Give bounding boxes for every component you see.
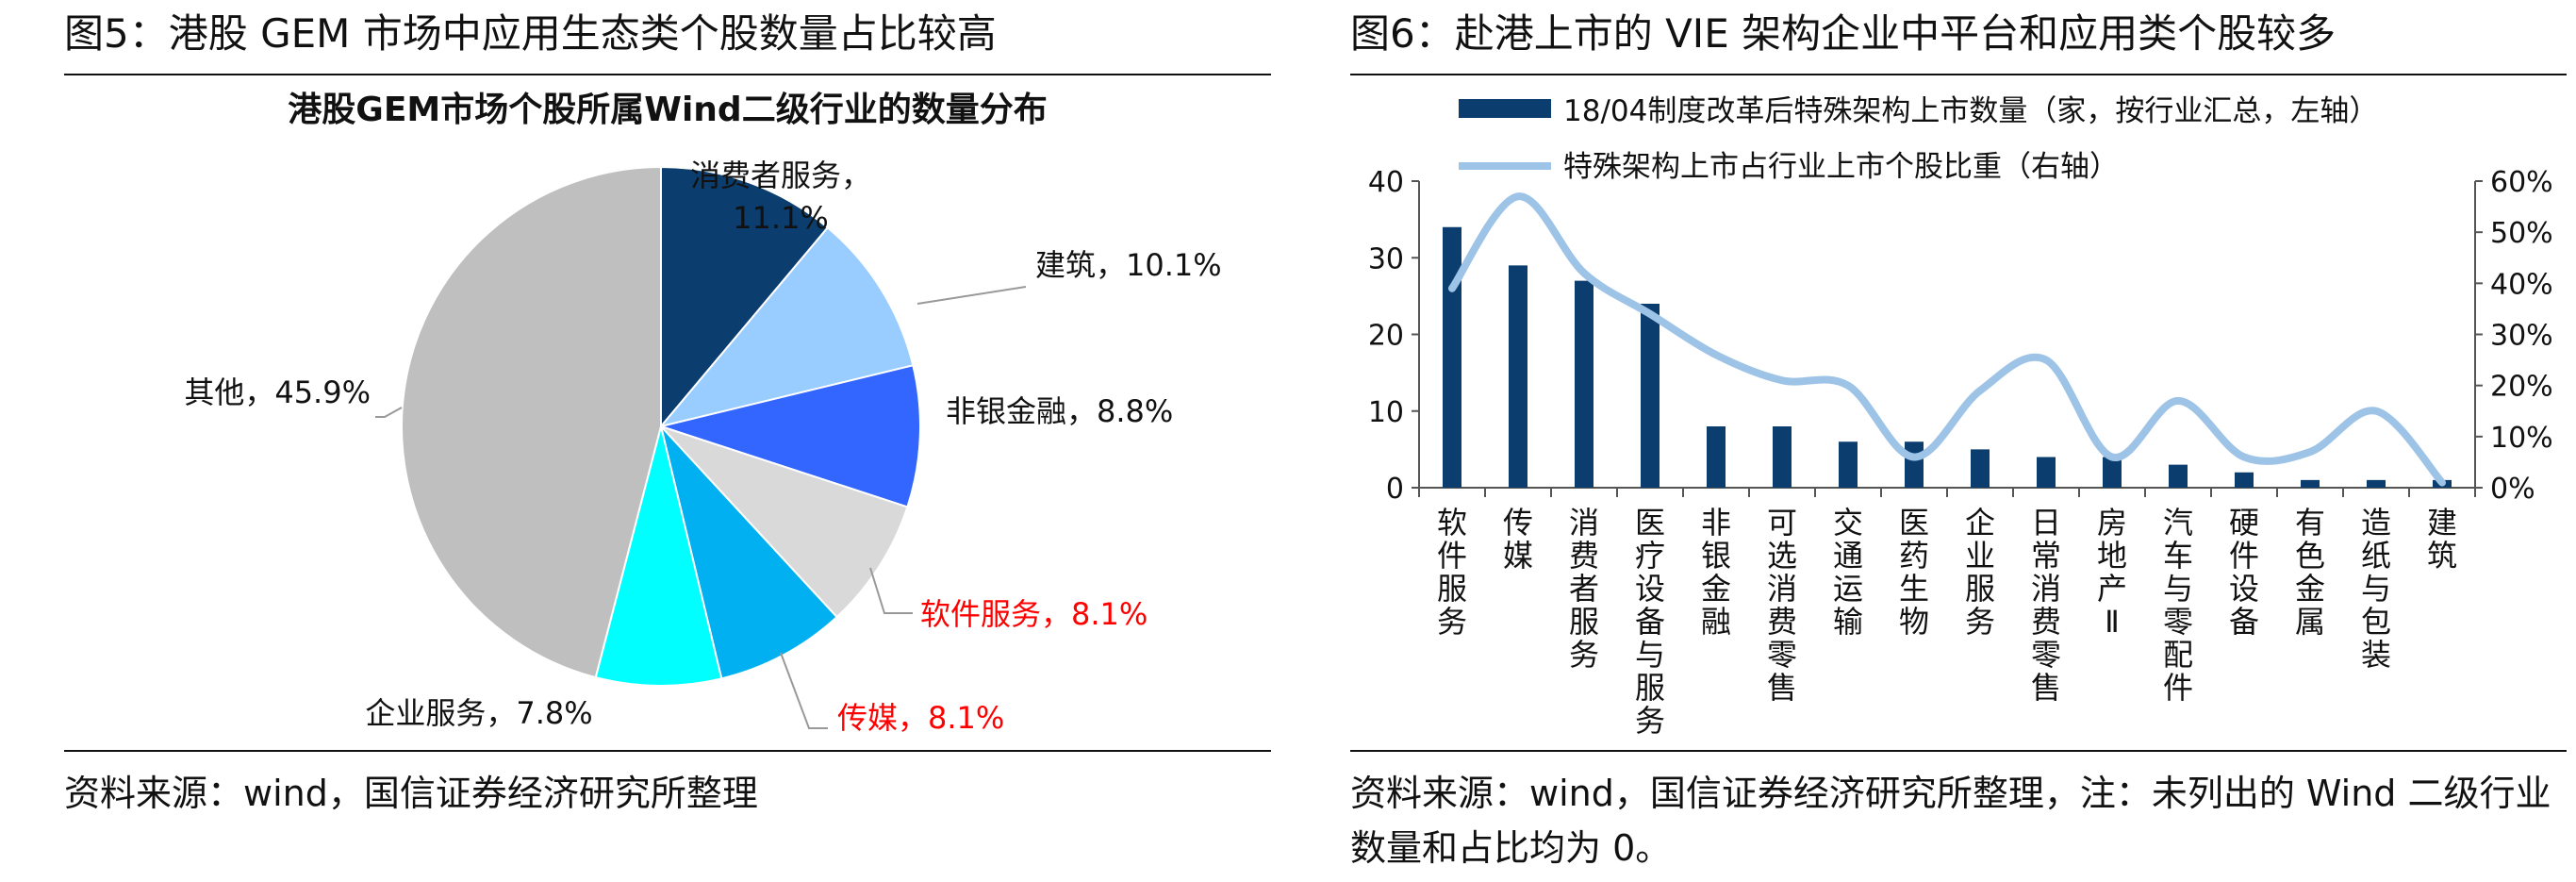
- bar: [2037, 457, 2056, 488]
- pie-leader-line: [780, 652, 828, 729]
- left-y-tick-label: 0: [1386, 473, 1404, 506]
- right-y-tick-label: 10%: [2490, 422, 2553, 455]
- left-figure-title: 图5：港股 GEM 市场中应用生态类个股数量占比较高: [64, 10, 997, 57]
- pie-slice: [594, 425, 723, 687]
- x-tick-label: 交通运输: [1833, 505, 1863, 640]
- x-tick-label: 消费者服务: [1569, 505, 1599, 673]
- x-tick-label: 软件服务: [1437, 505, 1467, 640]
- bar: [1707, 426, 1726, 488]
- pie-chart: 港股GEM市场个股所属Wind二级行业的数量分布 消费者服务， 11.1% 建筑，1…: [184, 91, 1222, 736]
- pie-leader-line: [869, 567, 913, 614]
- x-tick-label: 有色金属: [2295, 505, 2325, 640]
- legend-label-line: 特殊架构上市占行业上市个股比重（右轴）: [1563, 150, 2119, 184]
- pie-leader-line: [375, 407, 403, 418]
- left-figure-panel: 图5：港股 GEM 市场中应用生态类个股数量占比较高 港股GEM市场个股所属Wi…: [64, 0, 1271, 882]
- x-tick-label: 企业服务: [1965, 505, 1995, 640]
- x-tick-label: 硬件设备: [2229, 505, 2259, 640]
- bar: [1509, 265, 1527, 488]
- pie-slice: [401, 165, 662, 679]
- right-y-tick-label: 50%: [2490, 217, 2553, 250]
- bar: [1773, 426, 1792, 488]
- legend-label-bar: 18/04制度改革后特殊架构上市数量（家，按行业汇总，左轴）: [1563, 94, 2378, 128]
- x-tick-label: 造纸与包装: [2361, 505, 2391, 673]
- pie-slice-label: 传媒，8.1%: [837, 700, 1004, 736]
- pie-slice-label: 软件服务，8.1%: [920, 596, 1148, 632]
- x-tick-label: 非银金融: [1701, 505, 1731, 640]
- pie-slice: [657, 364, 921, 508]
- bar: [1905, 441, 1924, 488]
- right-figure-panel: 图6：赴港上市的 VIE 架构企业中平台和应用类个股较多 18/04制度改革后特…: [1350, 0, 2567, 882]
- pie-leader-line: [916, 286, 1027, 305]
- right-y-tick-label: 0%: [2490, 473, 2535, 506]
- legend-swatch-bar: [1459, 99, 1551, 118]
- left-y-tick-label: 30: [1368, 242, 1404, 275]
- bar: [1443, 226, 1461, 488]
- left-y-tick-label: 10: [1368, 396, 1404, 429]
- bar: [1641, 304, 1660, 488]
- x-tick-label: 房地产 Ⅱ: [2097, 505, 2127, 640]
- left-y-tick-label: 20: [1368, 320, 1404, 353]
- left-y-tick-label: 40: [1368, 166, 1404, 199]
- bar: [2301, 479, 2320, 488]
- bar: [2169, 464, 2188, 488]
- right-source-note: 资料来源：wind，国信证券经济研究所整理，注：未列出的 Wind 二级行业数量…: [1350, 773, 2551, 869]
- pie-chart-title: 港股GEM市场个股所属Wind二级行业的数量分布: [288, 91, 1047, 129]
- x-tick-label: 传媒: [1503, 505, 1533, 574]
- left-source-note: 资料来源：wind，国信证券经济研究所整理: [64, 773, 758, 814]
- x-tick-label: 建筑: [2427, 505, 2457, 574]
- pie-slice: [660, 165, 830, 429]
- pie-slice-label-value: 11.1%: [733, 200, 829, 236]
- right-y-tick-label: 20%: [2490, 371, 2553, 404]
- bar-line-combo-chart: 18/04制度改革后特殊架构上市数量（家，按行业汇总，左轴） 特殊架构上市占行业上…: [1368, 94, 2553, 739]
- right-y-tick-label: 40%: [2490, 268, 2553, 301]
- x-tick-label: 汽车与零配件: [2163, 505, 2193, 706]
- pie-slice-label: 建筑，10.1%: [1035, 247, 1222, 283]
- pie-slice: [657, 424, 909, 619]
- bar: [1575, 280, 1593, 488]
- pie-slice-label: 企业服务，7.8%: [365, 695, 592, 731]
- bar: [2235, 472, 2254, 488]
- left-title-rule: [64, 74, 1271, 75]
- pie-slice-label: 其他，45.9%: [184, 374, 371, 410]
- right-figure-title: 图6：赴港上市的 VIE 架构企业中平台和应用类个股较多: [1350, 10, 2337, 57]
- left-source-rule: [64, 750, 1271, 752]
- x-tick-label: 可选消费零售: [1767, 505, 1797, 706]
- bar: [1839, 441, 1858, 488]
- x-tick-label: 日常消费零售: [2031, 505, 2061, 706]
- x-tick-label: 医药生物: [1899, 505, 1929, 640]
- right-title-rule: [1350, 74, 2567, 75]
- right-y-tick-label: 60%: [2490, 166, 2553, 199]
- pie-slice: [658, 225, 915, 428]
- bar: [1971, 449, 1990, 488]
- right-y-tick-label: 30%: [2490, 320, 2553, 353]
- pie-slice-label: 非银金融，8.8%: [946, 393, 1173, 429]
- bar: [2367, 479, 2386, 488]
- line-series: [1448, 192, 2446, 487]
- right-source-rule: [1350, 750, 2567, 752]
- x-tick-label: 医疗设备与服务: [1635, 505, 1665, 739]
- pie-slice: [659, 423, 838, 680]
- pie-slice-label: 消费者服务，: [690, 158, 871, 193]
- bar: [2103, 457, 2122, 488]
